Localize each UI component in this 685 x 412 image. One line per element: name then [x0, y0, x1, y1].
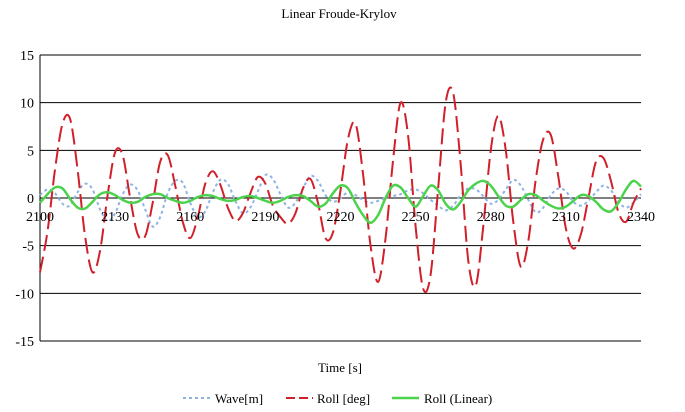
y-tick-label: 5 [27, 144, 34, 159]
y-tick-label: 15 [20, 49, 34, 64]
x-tick-label: 2100 [26, 210, 54, 225]
series-line-1 [39, 173, 642, 228]
x-tick-label: 2160 [176, 210, 204, 225]
series-line-3 [39, 179, 642, 225]
y-tick-labels: 15 10 5 0 -5 -10 -15 [15, 49, 34, 350]
x-tick-label: 2250 [402, 210, 430, 225]
legend-label-3: Roll (Linear) [424, 391, 492, 406]
x-tick-label: 2280 [477, 210, 505, 225]
x-tick-label: 2220 [327, 210, 355, 225]
legend-label-1: Wave[m] [215, 391, 263, 406]
chart-title: Linear Froude-Krylov [281, 6, 397, 21]
y-tick-label: -10 [15, 287, 34, 302]
y-tick-label: 10 [20, 97, 34, 112]
grid-lines [39, 54, 641, 342]
y-tick-label: -15 [15, 335, 34, 350]
y-tick-label: -5 [22, 240, 34, 255]
x-tick-label: 2340 [627, 210, 655, 225]
legend-label-2: Roll [deg] [317, 391, 370, 406]
x-tick-label: 2190 [251, 210, 279, 225]
x-tick-label: 2130 [101, 210, 129, 225]
series-lines [39, 86, 642, 294]
x-axis-label: Time [s] [318, 360, 362, 375]
x-tick-labels: 2100 2130 2160 2190 2220 2250 2280 2310 2340 [26, 210, 655, 225]
y-tick-label: 0 [27, 192, 34, 207]
x-tick-label: 2310 [552, 210, 580, 225]
legend: Wave[m] Roll [deg] Roll (Linear) [183, 391, 492, 406]
series-line-2 [39, 86, 642, 294]
